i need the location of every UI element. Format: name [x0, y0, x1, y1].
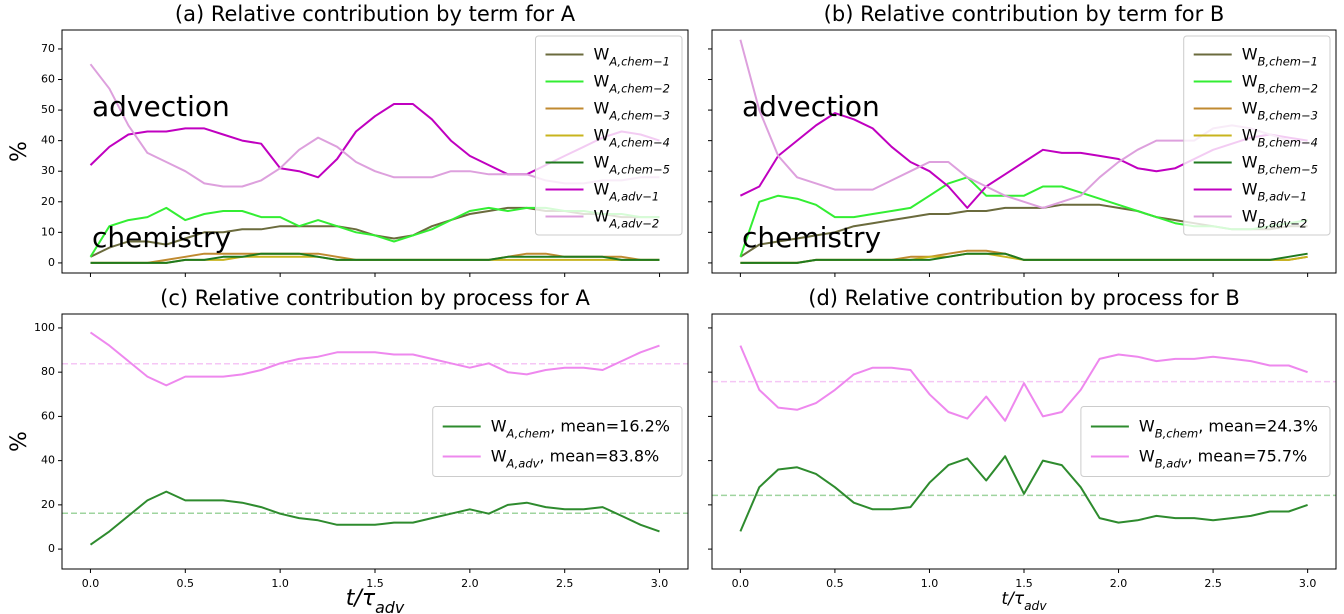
y-tick-label: 0 — [48, 542, 55, 555]
plot-frame — [61, 313, 689, 570]
legend-label: WB,chem−3 — [1242, 98, 1318, 122]
plot-frame — [61, 29, 689, 274]
x-tick-label: 3.0 — [651, 577, 669, 590]
legend-label: WB,chem−1 — [1242, 44, 1318, 68]
y-axis-label: % — [7, 141, 32, 162]
x-tick-label: 1.5 — [366, 577, 384, 590]
plot-frame — [711, 313, 1337, 570]
legend-label: WB,adv, mean=75.7% — [1139, 446, 1307, 470]
legend-label: WB,chem, mean=24.3% — [1139, 416, 1318, 440]
legend-label: WB,adv−2 — [1242, 206, 1308, 230]
legend-frame — [535, 35, 683, 236]
y-tick-label: 100 — [34, 321, 55, 334]
x-tick-label: 2.0 — [1110, 577, 1128, 590]
y-tick-label: 60 — [41, 409, 55, 422]
legend-label: WA,chem−5 — [594, 152, 671, 176]
legend-label: WB,chem−5 — [1242, 152, 1318, 176]
legend-frame — [432, 406, 683, 477]
y-tick-label: 40 — [41, 454, 55, 467]
legend: WA,chem−1 WA,chem−2 WA,chem−3 WA,chem−4 WA,c… — [535, 35, 683, 236]
legend-frame — [1080, 406, 1331, 477]
x-tick-label: 1.0 — [921, 577, 939, 590]
y-tick-label: 70 — [41, 42, 55, 55]
legend-label: WA,chem−4 — [594, 125, 671, 149]
y-axis-label: % — [7, 431, 32, 452]
x-tick-label: 0.5 — [826, 577, 844, 590]
y-tick-label: 0 — [48, 256, 55, 269]
x-tick-label: 2.5 — [1204, 577, 1222, 590]
legend: WB,chem, mean=24.3% WB,adv, mean=75.7% — [1080, 406, 1331, 477]
legend: WA,chem, mean=16.2% WA,adv, mean=83.8% — [432, 406, 683, 477]
legend-label: WA,chem−3 — [594, 98, 671, 122]
y-tick-label: 30 — [41, 164, 55, 177]
y-tick-label: 20 — [41, 195, 55, 208]
annotation: chemistry — [92, 221, 231, 254]
y-tick-label: 60 — [41, 73, 55, 86]
annotation: advection — [92, 90, 230, 123]
x-tick-label: 1.5 — [1015, 577, 1033, 590]
legend-label: WA,adv, mean=83.8% — [491, 446, 660, 470]
legend-label: WA,chem−1 — [594, 44, 671, 68]
legend-label: WA,chem, mean=16.2% — [491, 416, 670, 440]
series-line — [739, 455, 1308, 532]
y-tick-label: 10 — [41, 225, 55, 238]
x-tick-label: 3.0 — [1299, 577, 1317, 590]
series-line — [739, 345, 1308, 422]
legend: WB,chem−1 WB,chem−2 WB,chem−3 WB,chem−4 WB,c… — [1183, 35, 1331, 236]
y-tick-label: 40 — [41, 134, 55, 147]
x-tick-label: 2.0 — [461, 577, 479, 590]
x-tick-label: 0.0 — [82, 577, 100, 590]
x-axis-label: t/τadv — [346, 586, 405, 614]
annotation: advection — [742, 90, 880, 123]
legend-label: WB,chem−2 — [1242, 71, 1318, 95]
annotation: chemistry — [742, 221, 881, 254]
y-tick-label: 20 — [41, 498, 55, 511]
panel-title: (a) Relative contribution by term for A — [175, 2, 576, 26]
legend-label: WB,chem−4 — [1242, 125, 1318, 149]
series-line — [740, 252, 1308, 264]
legend-frame — [1183, 35, 1331, 236]
x-tick-label: 0.0 — [732, 577, 750, 590]
plot-frame — [711, 29, 1337, 274]
y-tick-label: 50 — [41, 103, 55, 116]
legend-label: WA,adv−1 — [594, 179, 660, 203]
legend-label: WA,adv−2 — [594, 206, 660, 230]
panel-title: (d) Relative contribution by process for… — [808, 286, 1239, 310]
x-tick-label: 2.5 — [556, 577, 574, 590]
series-line — [740, 252, 1308, 264]
x-tick-label: 1.0 — [271, 577, 289, 590]
panel-title: (c) Relative contribution by process for… — [160, 286, 590, 310]
panel-title: (b) Relative contribution by term for B — [824, 2, 1225, 26]
legend-label: WB,adv−1 — [1242, 179, 1308, 203]
series-line — [89, 331, 660, 387]
series-line — [90, 252, 660, 264]
x-axis-label: t/τadv — [1001, 589, 1047, 613]
y-tick-label: 80 — [41, 365, 55, 378]
x-tick-label: 0.5 — [177, 577, 195, 590]
legend-label: WA,chem−2 — [594, 71, 671, 95]
series-line — [89, 490, 660, 546]
